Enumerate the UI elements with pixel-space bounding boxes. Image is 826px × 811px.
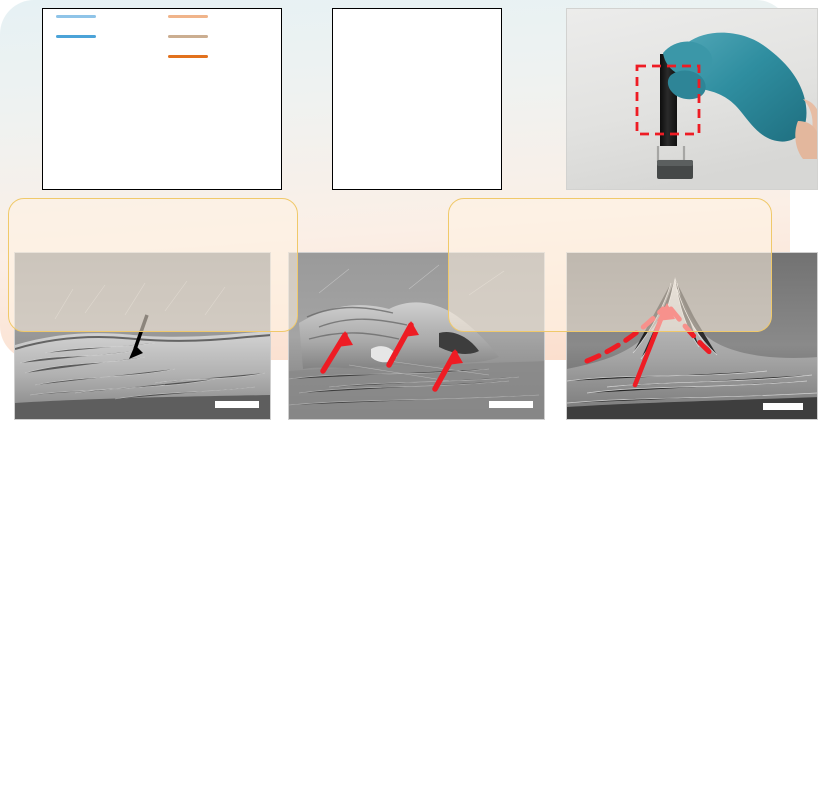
legend-item-ms3 bbox=[168, 55, 213, 59]
legend-item-ms2 bbox=[168, 35, 213, 38]
legend-swatch-ms3 bbox=[168, 55, 208, 59]
tensile-bar-chart bbox=[332, 8, 502, 190]
inset-sicnw bbox=[448, 198, 772, 332]
stress-strain-chart bbox=[42, 8, 282, 190]
sem-f-content bbox=[567, 253, 817, 419]
legend-swatch-m1 bbox=[56, 15, 96, 18]
photo-panel bbox=[566, 8, 818, 190]
mechanism-schematic bbox=[0, 0, 790, 360]
legend-item-ms1 bbox=[168, 15, 213, 18]
legend-item-m1 bbox=[56, 15, 101, 18]
sem-f-scale-bar bbox=[763, 403, 803, 410]
photo-content bbox=[567, 9, 817, 189]
panel-a-legend bbox=[56, 13, 271, 71]
photo-background bbox=[566, 8, 818, 190]
legend-item-m2 bbox=[56, 35, 101, 39]
legend-swatch-ms1 bbox=[168, 15, 208, 18]
sem-d-scale-bar bbox=[215, 401, 259, 408]
sem-e-scale-bar bbox=[489, 401, 533, 408]
panel-a-plot-area bbox=[42, 8, 282, 190]
inset-mxene bbox=[8, 198, 298, 332]
panel-b-plot-area bbox=[332, 8, 502, 190]
legend-swatch-m2 bbox=[56, 35, 96, 39]
legend-swatch-ms2 bbox=[168, 35, 208, 38]
sem-image-f bbox=[566, 252, 818, 420]
